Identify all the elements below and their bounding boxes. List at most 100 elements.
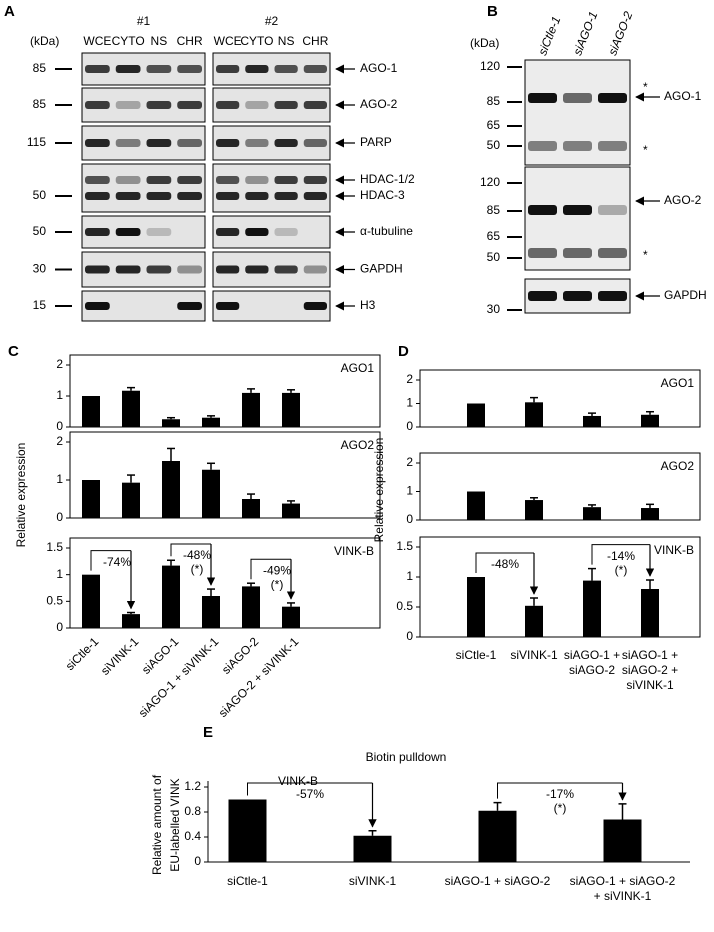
bar <box>282 503 300 518</box>
panel-label: B <box>487 3 498 20</box>
error-bar <box>287 500 295 504</box>
band <box>245 192 269 200</box>
band <box>563 141 592 151</box>
band <box>216 302 240 310</box>
lane-label: NS <box>151 34 168 48</box>
lane-label: NS <box>278 34 295 48</box>
band <box>303 302 327 310</box>
plot-frame <box>69 431 381 519</box>
annotation-note: (*) <box>615 563 628 577</box>
band <box>528 205 557 215</box>
band <box>85 265 110 274</box>
group-label: #2 <box>265 14 279 28</box>
band <box>528 141 557 151</box>
y-tick-label: 0 <box>406 512 413 526</box>
band <box>216 139 240 147</box>
y-tick-label: 1 <box>406 569 413 583</box>
error-bar <box>287 602 295 607</box>
error-bar <box>207 415 215 418</box>
bar <box>82 480 100 518</box>
band <box>274 192 298 200</box>
y-tick-label: 0.5 <box>396 599 413 613</box>
bar <box>82 574 100 628</box>
x-tick-label-box: siAGO-1 + siAGO-2 <box>445 874 551 888</box>
bracket <box>247 782 373 796</box>
subplot-title: AGO2 <box>341 438 375 452</box>
band <box>598 205 627 215</box>
error-bar <box>127 386 135 391</box>
star: * <box>643 248 648 262</box>
annotation: -74% <box>103 555 131 569</box>
band <box>146 65 172 73</box>
y-axis-label: Relative expression <box>372 438 386 543</box>
band <box>563 248 592 258</box>
band <box>115 139 141 147</box>
band <box>528 93 557 103</box>
lane-label: siAGO-2 <box>605 9 635 57</box>
y-tick-label: 1 <box>56 388 63 402</box>
y-tick-label: 0.5 <box>46 594 63 608</box>
bracket <box>497 782 623 799</box>
band <box>115 65 141 73</box>
blot-box <box>212 163 331 213</box>
band <box>85 228 110 236</box>
error-bar <box>530 497 538 501</box>
error-bar <box>247 493 255 499</box>
bar <box>467 577 485 637</box>
band <box>216 192 240 200</box>
band <box>177 65 202 73</box>
band <box>85 101 110 109</box>
y-tick-label: 0 <box>56 620 63 634</box>
band <box>177 139 202 147</box>
x-tick-label-box: siCtle-1 <box>227 874 268 888</box>
marker-label: 120 <box>480 59 500 73</box>
band <box>274 139 298 147</box>
bar <box>162 565 180 628</box>
x-tick-label: siCtle-1 <box>227 874 268 888</box>
target-label: AGO-2 <box>664 193 702 207</box>
bracket <box>170 543 211 557</box>
marker-label: 30 <box>33 262 47 276</box>
bar <box>467 491 485 520</box>
band <box>598 141 627 151</box>
x-tick-label: siCtle-1 <box>63 634 102 673</box>
band <box>177 302 202 310</box>
x-tick-label-box: siAGO-1 + siAGO-2 <box>564 648 620 677</box>
x-tick-label-box: siAGO-1 + siAGO-2 + siVINK-1 <box>570 874 676 903</box>
y-axis-label: Relative amount of <box>150 774 164 875</box>
error-bar <box>530 396 538 403</box>
bar <box>641 589 659 637</box>
bracket <box>475 552 534 573</box>
error-bar <box>207 588 215 596</box>
y-tick-label: 0 <box>56 419 63 433</box>
subplot-title: VINK-B <box>654 543 694 557</box>
bar <box>202 469 220 518</box>
band <box>274 176 298 184</box>
band <box>146 139 172 147</box>
bar <box>122 614 140 628</box>
bar <box>583 415 601 427</box>
error-bar <box>530 597 538 606</box>
y-tick-label: 2 <box>406 372 413 386</box>
band <box>274 65 298 73</box>
bar <box>525 605 543 637</box>
marker-label: 50 <box>33 188 47 202</box>
error-bar <box>618 803 627 820</box>
annotation: -57% <box>296 787 324 801</box>
error-bar <box>368 830 377 836</box>
error-bar <box>646 579 654 589</box>
panel-label: E <box>203 724 213 741</box>
band <box>563 291 592 301</box>
panel-label: C <box>8 343 19 360</box>
marker-label: 50 <box>487 250 501 264</box>
error-bar <box>167 416 175 420</box>
y-axis-label: Relative expression <box>14 443 28 548</box>
bracket <box>90 550 131 571</box>
y-tick-label: 0.8 <box>184 804 201 818</box>
x-tick-label-box: siAGO-1 + siAGO-2 + siVINK-1 <box>622 648 678 692</box>
panel-label: D <box>398 343 409 360</box>
plot-frame <box>419 536 701 638</box>
annotation-note: (*) <box>191 562 204 576</box>
